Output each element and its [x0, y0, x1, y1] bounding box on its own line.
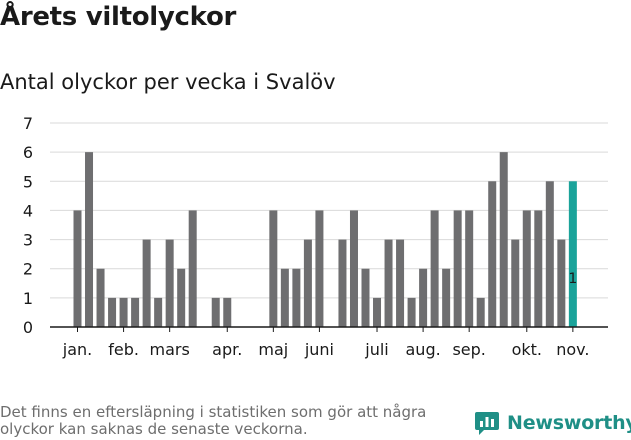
y-tick-label: 6 [23, 143, 33, 162]
y-tick-label: 7 [23, 114, 33, 133]
bar [349, 210, 358, 327]
x-tick-label: jan. [62, 340, 92, 359]
bar [373, 297, 382, 327]
bar [188, 210, 197, 327]
x-tick-label: apr. [212, 340, 242, 359]
y-tick-label: 0 [23, 318, 33, 337]
y-tick-label: 4 [23, 201, 33, 220]
bar [223, 297, 232, 327]
bar [361, 268, 370, 327]
newsworthy-brand[interactable]: Newsworthy [474, 406, 631, 440]
bar [211, 297, 220, 327]
y-tick-label: 2 [23, 260, 33, 279]
bar [165, 239, 174, 327]
bar [545, 181, 554, 327]
x-tick-label: mars [150, 340, 190, 359]
bar [85, 152, 94, 327]
bar-chart: 0 1 2 3 4 5 6 7 1 jan. feb. mars apr. maj juni juli aug.… [23, 114, 608, 359]
x-tick-label: feb. [108, 340, 139, 359]
bar [338, 239, 347, 327]
y-tick-label: 3 [23, 231, 33, 250]
x-tick-label: nov. [556, 340, 589, 359]
bar [177, 268, 186, 327]
footnote-text: Det finns en eftersläpning i statistiken… [0, 403, 427, 438]
bar [73, 210, 82, 327]
data-label: 1 [568, 271, 577, 287]
x-tick-label: maj [258, 340, 288, 359]
bar [131, 297, 140, 327]
brand-name: Newsworthy [507, 412, 631, 434]
x-tick-label: juni [304, 340, 334, 359]
bar-highlight [568, 181, 577, 327]
bar [419, 268, 428, 327]
bar [396, 239, 405, 327]
bar [453, 210, 462, 327]
bar [488, 181, 497, 327]
bar [476, 297, 485, 327]
bar [557, 239, 566, 327]
x-tick-label: sep. [452, 340, 485, 359]
bar [96, 268, 105, 327]
bar [499, 152, 508, 327]
bar [442, 268, 451, 327]
bar [534, 210, 543, 327]
chart-title: Antal olyckor per vecka i Svalöv [0, 70, 336, 94]
bar [269, 210, 278, 327]
bar [407, 297, 416, 327]
bar [292, 268, 301, 327]
bar [108, 297, 117, 327]
bar [119, 297, 128, 327]
bar [142, 239, 151, 327]
x-tick-label: aug. [406, 340, 441, 359]
bar [384, 239, 393, 327]
x-tick-label: juli [364, 340, 388, 359]
chart-heading: Årets viltolyckor [0, 2, 237, 32]
bar [303, 239, 312, 327]
newsworthy-logo-icon [475, 412, 499, 435]
y-tick-label: 1 [23, 289, 33, 308]
y-tick-label: 5 [23, 172, 33, 191]
x-tick-label: okt. [512, 340, 542, 359]
bar [522, 210, 531, 327]
bar [280, 268, 289, 327]
bar [315, 210, 324, 327]
bar [511, 239, 520, 327]
bar [154, 297, 163, 327]
bar [465, 210, 474, 327]
bar [430, 210, 439, 327]
